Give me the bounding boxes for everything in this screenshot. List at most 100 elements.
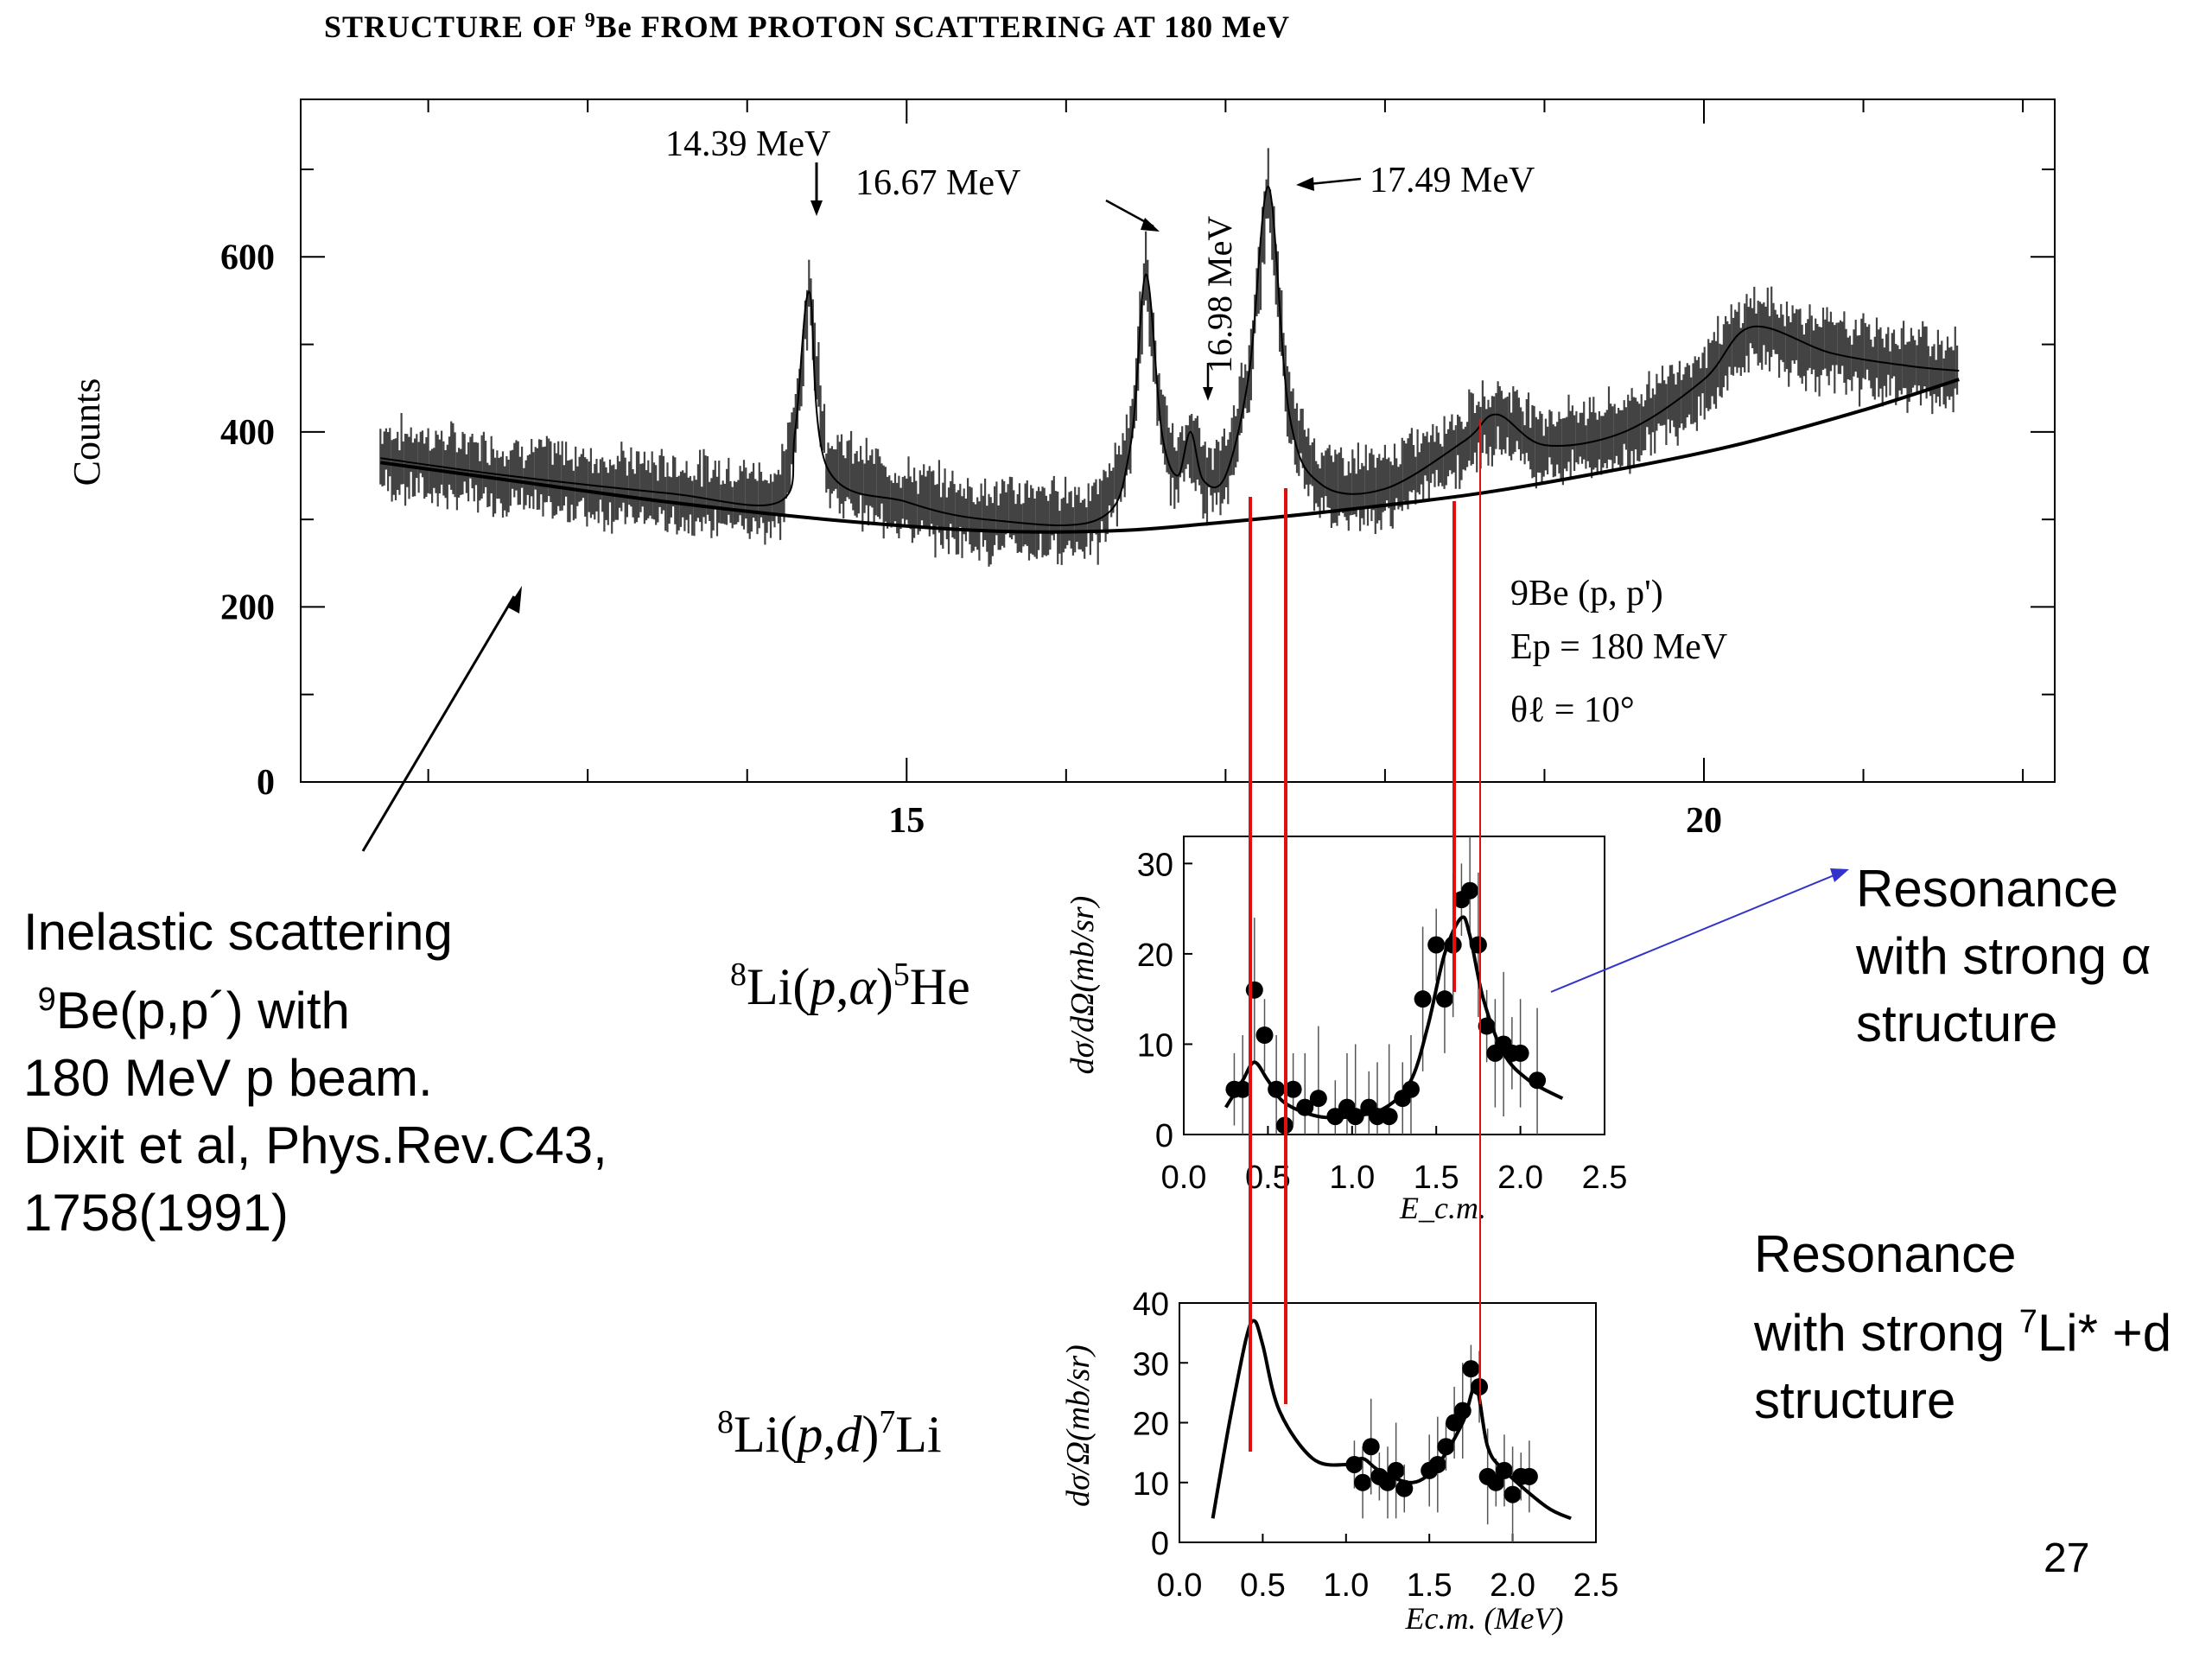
alpha-frame [1183,836,1605,1135]
inelastic-note-line-5: 1758(1991) [23,1184,289,1242]
deut-x-tick-label: 0.0 [1157,1567,1203,1604]
reaction-info-line-3: θℓ = 10° [1510,690,1635,730]
deut-x-tick-label: 1.5 [1407,1567,1452,1604]
alpha-y-ticks: 0 10 20 30 [1137,847,1192,1154]
alpha-x-tick-label: 1.5 [1414,1160,1459,1196]
alpha-data-point [1245,981,1263,999]
peak-arrowhead-16.98 [1203,387,1213,401]
spectrum-x-tick-label: 20 [1686,801,1722,841]
figure-title: STRUCTURE OF 9Be FROM PROTON SCATTERING … [324,10,1290,44]
spectrum-y-tick-label: 400 [220,413,275,453]
deut-y-tick-label: 20 [1133,1407,1169,1443]
inelastic-note-line-1: Inelastic scattering [23,903,453,961]
alpha-resonance-pointer [1550,874,1837,993]
deut-data-point [1520,1467,1538,1485]
alpha-data-point [1427,936,1446,954]
alpha-data-point [1414,990,1432,1008]
deut-y-tick-label: 40 [1133,1287,1169,1323]
deut-y-tick-label: 0 [1151,1526,1169,1562]
alpha-y-tick-label: 20 [1137,938,1173,974]
alpha-x-tick-label: 2.0 [1497,1160,1543,1196]
inelastic-pointer-head [508,586,522,613]
alpha-x-tick-label: 1.0 [1329,1160,1375,1196]
deut-data-point [1354,1473,1372,1491]
peak-arrowhead-16.67 [1141,218,1160,232]
spectrum-y-tick-label: 200 [220,588,275,627]
peak-label-17.49: 17.49 MeV [1370,161,1535,200]
fit-curve [380,186,1960,526]
deut-x-tick-label: 2.0 [1490,1567,1535,1604]
spectrum-error-bars [379,148,1959,567]
inelastic-note: Inelastic scattering 9Be(p,p´) with 180 … [23,899,607,1247]
alpha-y-tick-label: 10 [1137,1027,1173,1064]
inelastic-pointer-line [361,595,516,852]
reaction-info-line-2: Ep = 180 MeV [1510,627,1727,667]
background-curve [380,378,1960,534]
alpha-y-label: dσ/dΩ(mb/sr) [1065,896,1101,1075]
deuteron-note-line-3: structure [1754,1371,1956,1429]
page-number: 27 [2044,1535,2090,1581]
deuteron-resonance-note: Resonance with strong 7Li* +d structure [1754,1221,2171,1434]
reaction-info-line-1: 9Be (p, p') [1510,574,1663,613]
alpha-data-point [1435,990,1453,1008]
inelastic-note-line-4: Dixit et al, Phys.Rev.C43, [23,1116,607,1174]
alpha-x-tick-label: 0.0 [1161,1160,1207,1196]
deuteron-note-line-1: Resonance [1754,1225,2017,1283]
spectrum-y-label: Counts [66,378,108,486]
inelastic-note-line-2: 9Be(p,p´) with [37,982,350,1039]
deuteron-y-label: dσ/Ω(mb/sr) [1060,1344,1096,1507]
deuteron-data-points [1345,1344,1538,1542]
resonance-guide-lines [1249,419,1481,1452]
alpha-data-point [1284,1080,1302,1098]
alpha-y-tick-label: 0 [1155,1118,1173,1154]
alpha-note-line-3: structure [1856,995,2058,1052]
alpha-data-point [1511,1044,1529,1062]
spectrum-x-tick-label: 15 [888,801,925,841]
deuteron-y-ticks: 0 10 20 30 40 [1133,1287,1188,1562]
alpha-data-point [1461,881,1479,899]
alpha-x-ticks: 0.0 0.5 1.0 1.5 2.0 2.5 [1161,1126,1628,1196]
alpha-data-point [1380,1108,1398,1126]
alpha-data-point [1255,1027,1274,1044]
alpha-data-point [1309,1090,1327,1108]
alpha-x-label: E_c.m. [1399,1191,1486,1225]
alpha-note-line-1: Resonance [1856,860,2119,918]
spectrum-data-trace [379,148,1959,567]
peak-label-14.39: 14.39 MeV [665,124,830,164]
peak-label-16.98: 16.98 MeV [1200,216,1239,373]
alpha-fit-curve [1224,915,1564,1120]
spectrum-y-tick-label: 0 [257,763,275,803]
alpha-note-line-2: with strong α [1856,927,2152,985]
spectrum-y-ticks: 0 200 400 600 [220,168,2055,803]
alpha-resonance-pointer-head [1830,868,1849,882]
deut-data-point [1462,1360,1480,1378]
deuteron-note-line-2: with strong 7Li* +d [1754,1304,2172,1362]
spectrum-y-tick-label: 600 [220,238,275,277]
alpha-resonance-note: Resonance with strong α structure [1856,855,2151,1058]
deut-y-tick-label: 30 [1133,1346,1169,1382]
deut-data-point [1503,1485,1522,1503]
peak-arrowhead-14.39 [810,200,823,216]
peak-label-16.67: 16.67 MeV [855,163,1020,203]
spectrum-x-ticks: 15 20 [427,99,2024,841]
deuteron-chart: 0 10 20 30 40 0.0 0.5 1.0 1.5 2.0 2.5 dσ/Ω(mb/sr)… [1060,1287,1618,1636]
deut-x-tick-label: 0.5 [1240,1567,1286,1604]
reaction-label-alpha: 8Li(p,α)5He [730,957,970,1015]
deut-y-tick-label: 10 [1133,1466,1169,1503]
alpha-y-tick-label: 30 [1137,847,1173,883]
spectrum-frame [300,99,2056,783]
alpha-x-tick-label: 0.5 [1245,1160,1291,1196]
peak-arrowhead-17.49 [1296,177,1314,191]
deuteron-x-ticks: 0.0 0.5 1.0 1.5 2.0 2.5 [1157,1534,1619,1604]
deut-x-tick-label: 2.5 [1573,1567,1619,1604]
deuteron-x-label: Ec.m. (MeV) [1405,1601,1564,1636]
deut-data-point [1362,1438,1380,1456]
inelastic-note-line-3: 180 MeV p beam. [23,1049,433,1107]
alpha-x-tick-label: 2.5 [1582,1160,1628,1196]
deut-x-tick-label: 1.0 [1323,1567,1369,1604]
peak-arrow-17.49 [1308,177,1362,186]
deut-data-point [1437,1438,1455,1456]
